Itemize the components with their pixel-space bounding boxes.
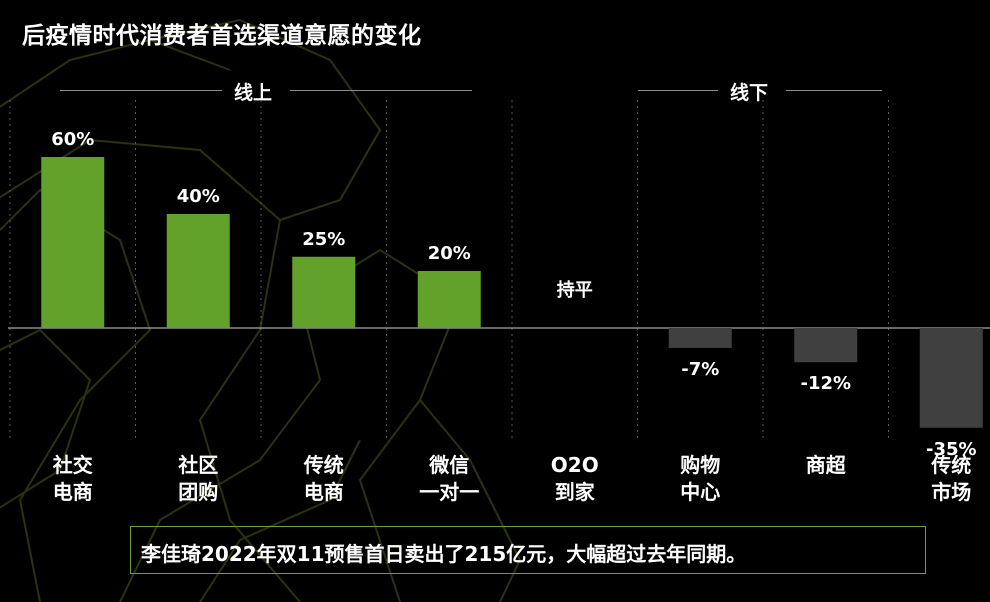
bar bbox=[794, 328, 858, 363]
category-label: 社区 bbox=[177, 453, 218, 477]
category-label: 传统 bbox=[303, 453, 344, 477]
category-label: 到家 bbox=[555, 480, 596, 504]
data-label: -35% bbox=[926, 439, 977, 460]
page-title: 后疫情时代消费者首选渠道意愿的变化 bbox=[22, 23, 422, 49]
data-label: -12% bbox=[800, 373, 851, 394]
category-label: 中心 bbox=[680, 480, 720, 504]
divider-line bbox=[290, 90, 472, 91]
category-label: 电商 bbox=[304, 480, 344, 504]
divider-line bbox=[60, 90, 222, 91]
category-label: 购物 bbox=[680, 453, 720, 477]
bar bbox=[41, 157, 105, 328]
bar bbox=[919, 328, 983, 428]
category-label: 电商 bbox=[53, 480, 93, 504]
data-label: 40% bbox=[177, 186, 220, 207]
data-label: 持平 bbox=[557, 279, 593, 301]
group-label-online: 线上 bbox=[234, 82, 273, 104]
data-label: 25% bbox=[302, 229, 345, 250]
data-label: 20% bbox=[428, 243, 471, 264]
group-label-offline: 线下 bbox=[730, 82, 769, 104]
category-label: 传统 bbox=[930, 453, 971, 477]
category-label: 一对一 bbox=[419, 480, 479, 504]
category-label: 社交 bbox=[52, 453, 93, 477]
category-label: 市场 bbox=[931, 480, 971, 504]
category-label: 团购 bbox=[178, 480, 218, 504]
divider-line bbox=[786, 90, 882, 91]
divider-line bbox=[638, 90, 718, 91]
bar bbox=[292, 256, 356, 328]
group-header-offline: 线下 bbox=[638, 78, 882, 104]
bar bbox=[417, 271, 481, 328]
bar bbox=[166, 214, 230, 328]
data-label: -7% bbox=[681, 359, 719, 380]
bar bbox=[668, 328, 732, 348]
data-label: 60% bbox=[51, 129, 94, 150]
category-label: 商超 bbox=[806, 453, 847, 477]
category-label: O2O bbox=[551, 453, 599, 477]
category-label: 微信 bbox=[428, 453, 469, 477]
footer-callout: 李佳琦2022年双11预售首日卖出了215亿元，大幅超过去年同期。 bbox=[130, 526, 926, 574]
footer-text: 李佳琦2022年双11预售首日卖出了215亿元，大幅超过去年同期。 bbox=[141, 542, 747, 566]
group-header-online: 线上 bbox=[60, 78, 472, 104]
